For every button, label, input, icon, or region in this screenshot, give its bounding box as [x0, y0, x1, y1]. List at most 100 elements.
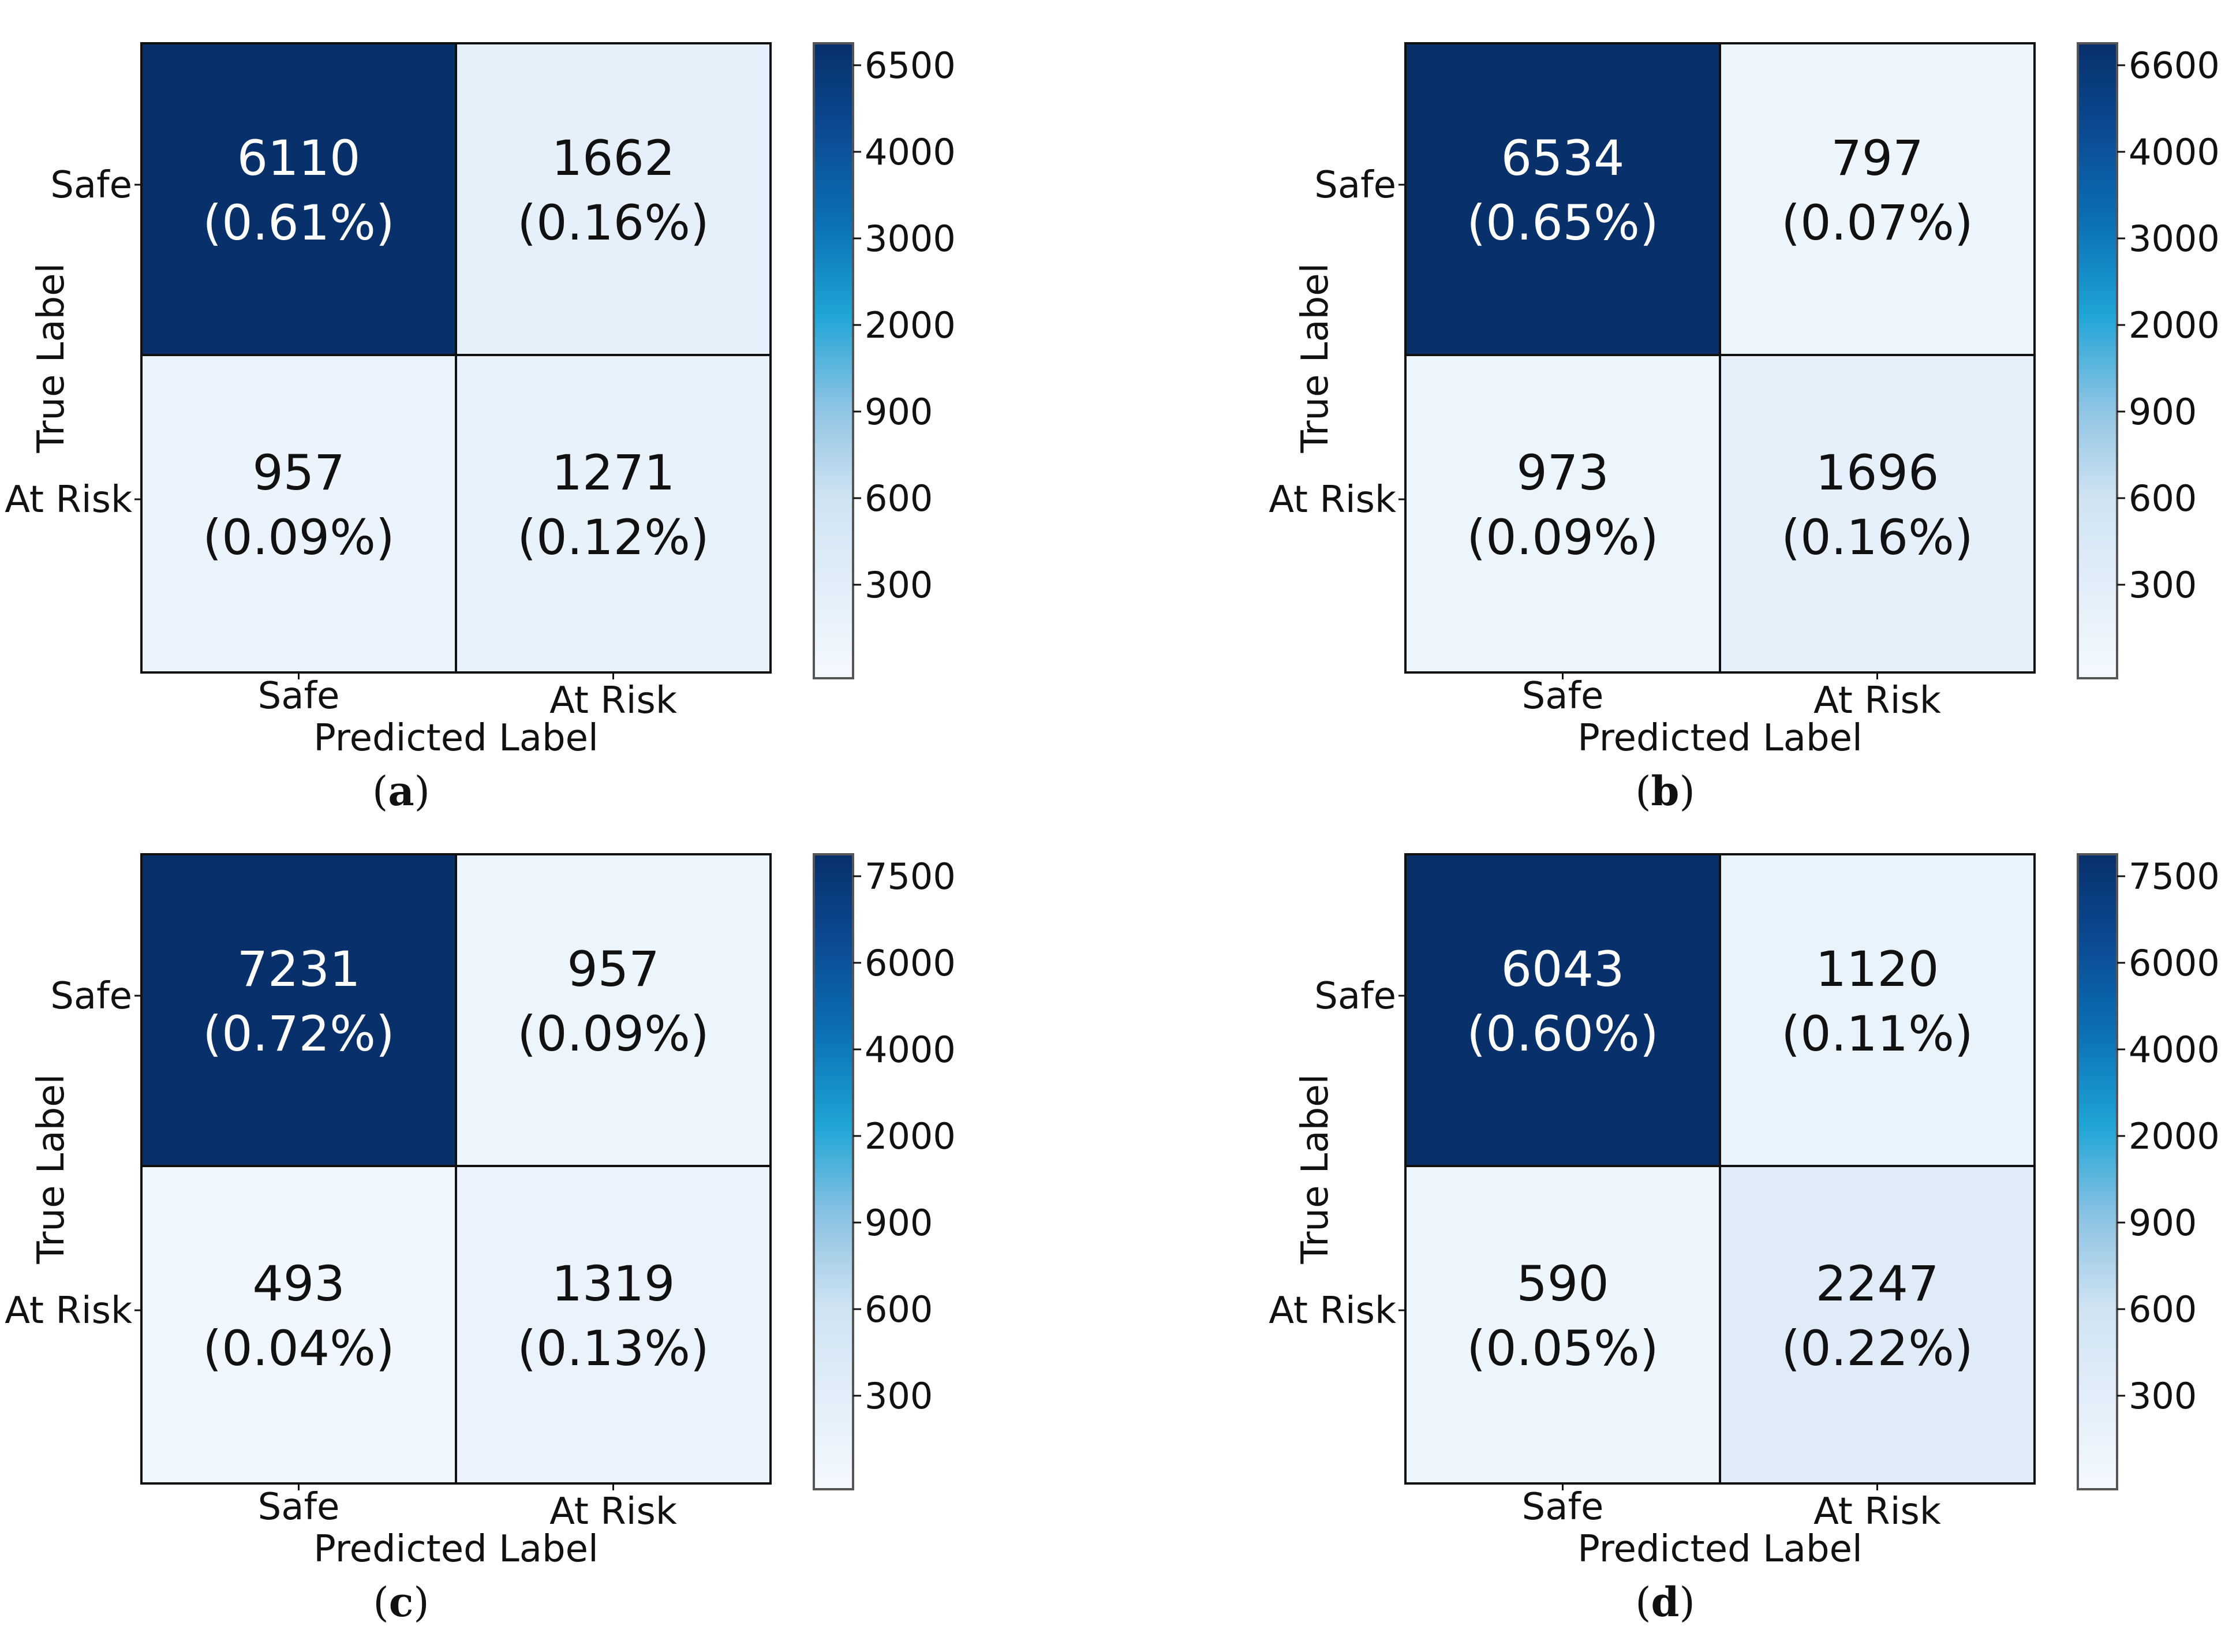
caption-letter: d: [1651, 1578, 1680, 1626]
panel-caption: (a): [372, 767, 430, 815]
cell-percent: (0.60%): [1467, 1006, 1658, 1062]
y-axis-title: True Label: [1294, 263, 1337, 454]
colorbar-tick-label: 4000: [2129, 131, 2220, 173]
caption-close: ): [1679, 1579, 1695, 1626]
cell-percent: (0.05%): [1467, 1320, 1658, 1377]
colorbar-tick-label: 2000: [865, 304, 956, 346]
y-axis-title: True Label: [1294, 1074, 1337, 1265]
colorbar-tick-label: 300: [2129, 564, 2197, 606]
cell-percent: (0.07%): [1781, 195, 1973, 251]
colorbar-tick-label: 4000: [865, 131, 956, 173]
x-axis-title: Predicted Label: [1577, 717, 1862, 760]
col-label: At Risk: [549, 679, 677, 722]
heatmap-cell: [455, 853, 772, 1167]
heatmap-cell: [1404, 853, 1721, 1167]
heatmap-cell: [1404, 1165, 1721, 1485]
colorbar-tick-label: 600: [2129, 477, 2197, 519]
colorbar-tick-label: 900: [2129, 1202, 2197, 1244]
caption-open: (: [1635, 768, 1651, 815]
row-label: At Risk: [5, 1290, 132, 1332]
heatmap-cell: [1719, 853, 2036, 1167]
y-axis-title: True Label: [30, 263, 73, 454]
colorbar: [813, 42, 854, 679]
cell-count: 6534: [1501, 130, 1625, 186]
colorbar-tick-label: 2000: [865, 1115, 956, 1157]
cell-count: 1662: [552, 130, 675, 186]
col-label: At Risk: [1813, 1490, 1941, 1533]
x-axis-title: Predicted Label: [313, 717, 598, 760]
panel-d: 6043 (0.60%) 1120 (0.11%) 590 (0.05%) 2247 (0.2…: [1269, 853, 2220, 1626]
heatmap-cell: [140, 354, 457, 674]
caption-close: ): [414, 768, 430, 815]
cell-percent: (0.16%): [517, 195, 709, 251]
heatmap-cell: [455, 354, 772, 674]
cell-count: 797: [1831, 130, 1923, 186]
cell-percent: (0.16%): [1781, 509, 1973, 566]
colorbar-tick-label: 900: [865, 391, 933, 433]
cell-count: 1319: [552, 1255, 675, 1312]
col-label: At Risk: [549, 1490, 677, 1533]
colorbar-tick-label: 6500: [865, 44, 956, 87]
row-label: At Risk: [1269, 1290, 1396, 1332]
cell-count: 1696: [1816, 444, 1939, 501]
colorbar-tick-label: 7500: [2129, 855, 2220, 898]
colorbar: [813, 853, 854, 1490]
cell-percent: (0.09%): [517, 1006, 709, 1062]
cell-percent: (0.22%): [1781, 1320, 1973, 1377]
cell-percent: (0.09%): [1467, 509, 1658, 566]
cell-percent: (0.72%): [203, 1006, 394, 1062]
row-label: Safe: [50, 975, 132, 1018]
col-label: Safe: [1522, 675, 1604, 717]
col-label: Safe: [258, 1486, 340, 1528]
colorbar-tick-label: 6000: [865, 942, 956, 984]
colorbar-tick-label: 2000: [2129, 1115, 2220, 1157]
colorbar-tick-label: 900: [2129, 391, 2197, 433]
caption-letter: b: [1651, 767, 1680, 815]
heatmap-cell: [1719, 1165, 2036, 1485]
heatmap-cell: [455, 42, 772, 356]
y-axis-title: True Label: [30, 1074, 73, 1265]
cell-percent: (0.09%): [203, 509, 394, 566]
heatmap-cell: [140, 1165, 457, 1485]
colorbar-tick-label: 2000: [2129, 304, 2220, 346]
caption-letter: a: [388, 767, 414, 815]
cell-count: 957: [252, 444, 345, 501]
cell-count: 493: [252, 1255, 345, 1312]
panel-caption: (c): [373, 1578, 429, 1626]
heatmap-cell: [455, 1165, 772, 1485]
colorbar-tick-label: 3000: [2129, 218, 2220, 260]
cell-percent: (0.61%): [203, 195, 394, 251]
caption-letter: c: [389, 1578, 414, 1626]
colorbar-tick-label: 3000: [865, 218, 956, 260]
heatmap-cell: [1404, 42, 1721, 356]
cell-count: 7231: [237, 941, 361, 997]
cell-count: 6043: [1501, 941, 1625, 997]
heatmap-cell: [1404, 354, 1721, 674]
cell-count: 957: [567, 941, 659, 997]
colorbar-tick-label: 7500: [865, 855, 956, 898]
cell-percent: (0.04%): [203, 1320, 394, 1377]
cell-percent: (0.11%): [1781, 1006, 1973, 1062]
caption-close: ): [413, 1579, 429, 1626]
row-label: Safe: [50, 164, 132, 207]
cell-percent: (0.65%): [1467, 195, 1658, 251]
colorbar: [2077, 853, 2118, 1490]
heatmap-cell: [1719, 354, 2036, 674]
colorbar-tick-label: 900: [865, 1202, 933, 1244]
colorbar-tick-label: 300: [865, 1375, 933, 1417]
col-label: At Risk: [1813, 679, 1941, 722]
colorbar-tick-label: 6600: [2129, 44, 2220, 87]
panel-c: 7231 (0.72%) 957 (0.09%) 493 (0.04%) 1319 (0.13…: [5, 853, 956, 1626]
panel-caption: (b): [1635, 767, 1695, 815]
caption-close: ): [1679, 768, 1695, 815]
colorbar-tick-label: 300: [2129, 1375, 2197, 1417]
panel-b: 6534 (0.65%) 797 (0.07%) 973 (0.09%) 1696 (0.16…: [1269, 42, 2220, 815]
caption-open: (: [372, 768, 388, 815]
row-label: Safe: [1314, 975, 1396, 1018]
cell-count: 6110: [237, 130, 361, 186]
colorbar-tick-label: 600: [865, 477, 933, 519]
caption-open: (: [373, 1579, 388, 1626]
colorbar-tick-label: 6000: [2129, 942, 2220, 984]
cell-count: 1271: [552, 444, 675, 501]
heatmap-cell: [1719, 42, 2036, 356]
